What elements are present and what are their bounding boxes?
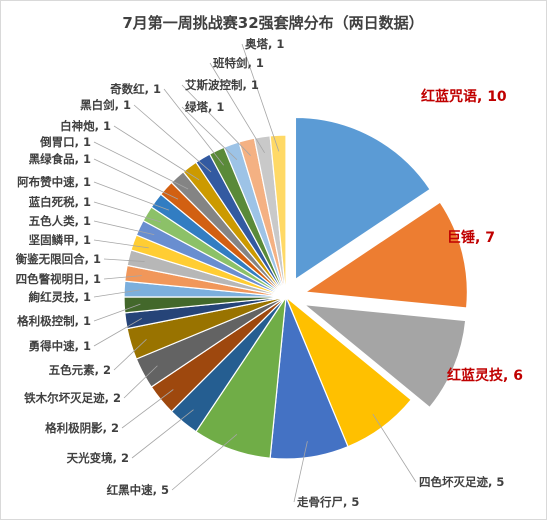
leader-line-3 [372, 413, 417, 483]
leader-line-10 [93, 318, 142, 347]
leader-line-22 [133, 104, 212, 173]
leader-line-19 [93, 158, 179, 200]
leader-line-7 [121, 389, 174, 429]
leader-line-14 [103, 258, 145, 262]
slice-label-19: 黑绿食品, 1 [29, 152, 91, 166]
slice-label-22: 黑白剑, 1 [80, 98, 131, 112]
leader-line-6 [131, 409, 194, 459]
slice-label-13: 四色瞥视明日, 1 [16, 272, 101, 286]
slice-label-23: 奇数红, 1 [110, 82, 161, 96]
slice-label-18: 阿布赞中速, 1 [17, 175, 91, 189]
leader-line-5 [171, 433, 238, 491]
slice-label-5: 红黑中速, 5 [107, 483, 169, 497]
leader-line-23 [163, 88, 224, 166]
leader-line-15 [93, 239, 149, 249]
slice-label-21: 白神炮, 1 [60, 119, 111, 133]
slice-label-14: 衡鉴无限回合, 1 [16, 252, 101, 266]
leader-line-18 [93, 181, 170, 211]
chart-title: 7月第一周挑战赛32强套牌分布（两日数据） [122, 14, 423, 32]
slice-label-12: 絢红灵技, 1 [29, 290, 91, 304]
leader-line-16 [93, 220, 155, 236]
leader-line-13 [103, 275, 142, 280]
leader-line-11 [93, 303, 141, 322]
pie-slice-0 [294, 116, 431, 281]
slice-label-11: 格利极控制, 1 [17, 314, 91, 328]
leader-line-4 [293, 441, 308, 503]
slice-label-8: 铁木尔坏灭足迹, 2 [24, 391, 121, 405]
slice-label-16: 五色人类, 1 [29, 214, 91, 228]
slice-label-20: 倒胃口, 1 [39, 135, 91, 149]
pie-slice-1 [303, 201, 468, 309]
slice-label-2: 红蓝灵技, 6 [447, 367, 523, 384]
leader-line-27 [241, 43, 280, 152]
slice-label-25: 艾斯波控制, 1 [185, 78, 259, 92]
slice-label-0: 红蓝咒语, 10 [421, 88, 507, 105]
leader-line-21 [113, 125, 200, 181]
slice-label-9: 五色元素, 2 [49, 363, 111, 377]
pie-slice-2 [302, 303, 467, 409]
leader-line-25 [181, 84, 251, 156]
pie-slice-27 [269, 134, 287, 298]
slice-label-17: 蓝白死税, 1 [29, 195, 91, 209]
slice-label-24: 绿塔, 1 [185, 100, 224, 114]
slice-label-1: 巨锤, 7 [447, 229, 495, 246]
leader-line-26 [209, 62, 265, 153]
slice-label-4: 走骨行尸, 5 [296, 495, 359, 509]
leader-line-24 [181, 106, 238, 161]
leader-line-17 [93, 201, 162, 223]
slice-label-6: 天光变境, 2 [67, 451, 129, 465]
slice-label-15: 坚固鳞甲, 1 [29, 233, 91, 247]
leader-line-12 [93, 289, 141, 298]
slice-label-26: 班特剑, 1 [213, 56, 264, 70]
leader-line-20 [93, 141, 189, 190]
slice-label-10: 勇得中速, 1 [29, 339, 91, 353]
slice-label-7: 格利极阴影, 2 [45, 421, 119, 435]
slice-label-27: 奥塔, 1 [244, 37, 284, 51]
leader-line-9 [113, 339, 147, 371]
leader-line-8 [123, 365, 158, 399]
slice-label-3: 四色坏灭足迹, 5 [419, 475, 504, 489]
